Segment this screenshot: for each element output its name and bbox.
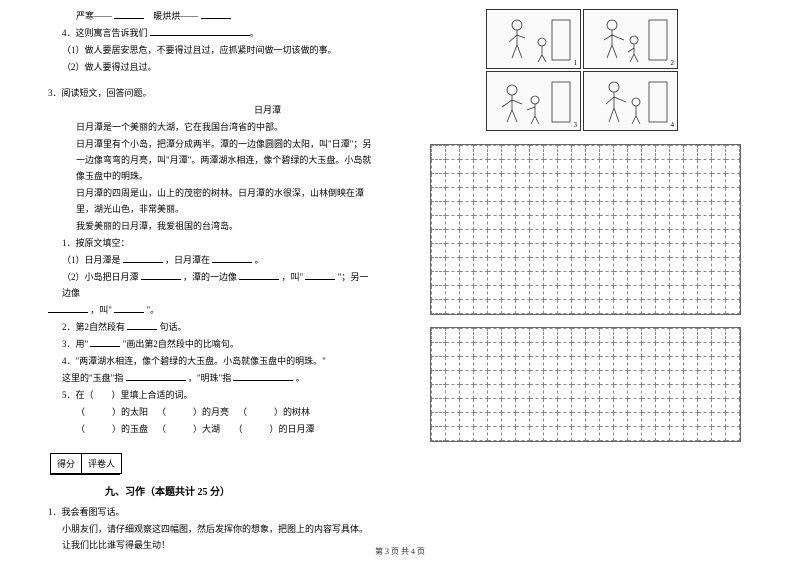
blank	[141, 270, 181, 280]
sq2: 2．第2自然段有	[62, 322, 125, 332]
sq4d: 。	[296, 373, 305, 383]
section-9-title: 九、习作（本题共计 25 分）	[105, 483, 375, 498]
opt1c: （ ）的树林	[238, 407, 310, 417]
blank	[233, 371, 293, 381]
comic-frame-4: 4	[583, 71, 678, 131]
sq1a3: 。	[255, 255, 264, 265]
para-3: 日月潭的四周是山，山上的茂密的树林。日月潭的水很深，山林倒映在潭里，湖光山色，非…	[20, 185, 375, 217]
sq4: 4．"两潭湖水相连，像个碧绿的大玉盘。小岛就像玉盘中的明珠。"	[20, 353, 375, 369]
score-label: 得分	[51, 454, 82, 473]
comic-frame-2: 2	[583, 9, 678, 69]
blank	[123, 253, 163, 263]
q4-text: 4．这则寓言告诉我们	[62, 28, 148, 38]
sq1a: （1）日月潭是	[62, 255, 121, 265]
option-2: （2）做人要得过且过。	[20, 59, 375, 75]
comic-drawing-icon	[584, 10, 674, 65]
blank	[201, 9, 231, 19]
blank	[48, 303, 88, 313]
grader-label: 评卷人	[82, 454, 121, 473]
sq2b: 句话。	[160, 322, 187, 332]
opt2b: （ ）大湖	[157, 424, 220, 434]
opt2a: （ ）的玉盘	[76, 424, 148, 434]
sq1b: （2）小岛把日月潭	[62, 272, 139, 282]
opt1b: （ ）的月亮	[157, 407, 229, 417]
comic-frame-3: 3	[486, 71, 581, 131]
blank	[126, 371, 186, 381]
blank	[150, 26, 250, 36]
q3-heading: 3．阅读短文，回答问题。	[20, 85, 375, 101]
sq4b: 这里的"玉盘"指	[62, 373, 123, 383]
sq1b3: ，叫"	[282, 272, 304, 282]
para-2: 日月潭里有个小岛，把潭分成两半。潭的一边像圆圆的太阳，叫"日潭"；另一边像弯弯的…	[20, 136, 375, 184]
blank	[90, 337, 120, 347]
passage-title: 日月潭	[20, 102, 375, 118]
blank	[239, 270, 279, 280]
blank	[114, 9, 144, 19]
sq3: 3．用"	[62, 339, 88, 349]
para-1: 日月潭是一个美丽的大湖，它在我国台湾省的中部。	[20, 119, 375, 135]
blank	[305, 270, 335, 280]
opt1a: （ ）的太阳	[76, 407, 148, 417]
opt2c: （ ）的日月潭	[234, 424, 315, 434]
writing-grid-2	[430, 327, 741, 442]
comic-strip: 1 2 3	[485, 8, 685, 132]
sq3b: "画出第2自然段中的比喻句。	[123, 339, 239, 349]
sq1c3: "。	[146, 305, 159, 315]
text-nuanhonghong: 暖烘烘——	[153, 11, 198, 21]
blank	[127, 320, 157, 330]
blank	[212, 253, 252, 263]
sq4c: ，"明珠"指	[188, 373, 231, 383]
sq1a2: ，日月潭在	[165, 255, 210, 265]
score-underline	[50, 474, 120, 475]
writing-grid-1	[430, 144, 741, 315]
score-table: 得分 评卷人	[50, 453, 122, 474]
sq5: 5．在（ ）里填上合适的词。	[20, 387, 375, 403]
sub-q1: 1．按原文填空：	[20, 235, 375, 251]
comic-drawing-icon	[487, 10, 577, 65]
sq1c2: ，叫"	[90, 305, 112, 315]
page-footer: 第 3 页 共 4 页	[0, 546, 800, 557]
text-yanhan: 严寒——	[76, 11, 112, 21]
sq1b2: ，潭的一边像	[183, 272, 237, 282]
comic-drawing-icon	[584, 72, 674, 127]
para-4: 我爱美丽的日月潭，我爱祖国的台湾岛。	[20, 218, 375, 234]
comic-drawing-icon	[487, 72, 577, 127]
writing-q1: 1．我会看图写话。	[20, 504, 375, 520]
blank	[114, 303, 144, 313]
option-1: （1）做人要居安思危，不要得过且过，应抓紧时间做一切该做的事。	[20, 42, 375, 58]
comic-frame-1: 1	[486, 9, 581, 69]
